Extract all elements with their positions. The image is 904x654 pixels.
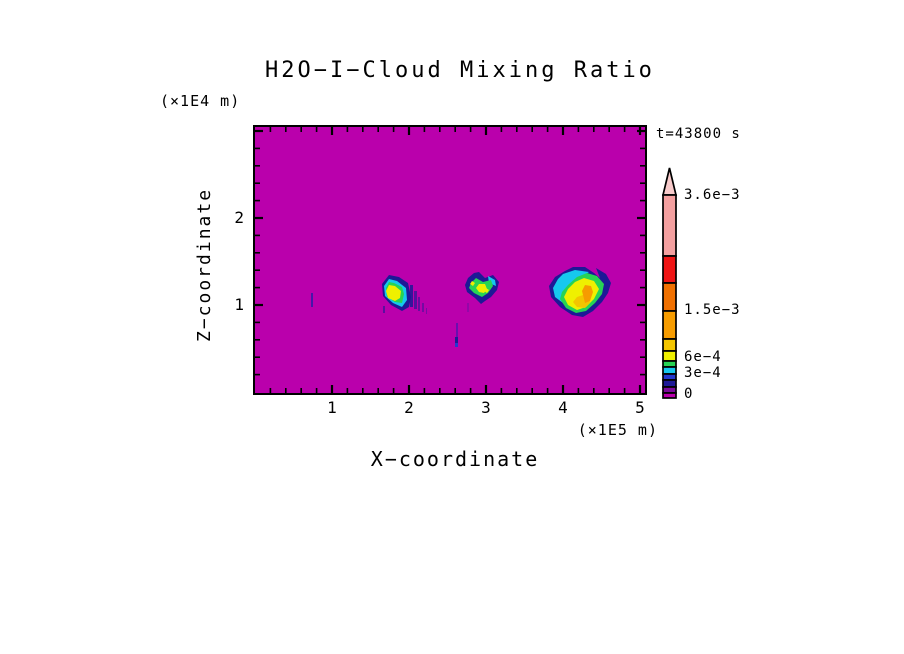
speckle-6 xyxy=(456,323,458,339)
z-tick-label-2: 2 xyxy=(234,208,244,227)
chart-title: H2O−I−Cloud Mixing Ratio xyxy=(265,58,655,83)
z-axis-unit-label: (×1E4 m) xyxy=(160,92,241,110)
colorbar-segment-yellow xyxy=(662,350,677,362)
speckle-0 xyxy=(410,285,413,307)
colorbar-label-4: 0 xyxy=(684,386,694,402)
speckle-5 xyxy=(383,306,385,313)
speckle-1 xyxy=(414,291,417,309)
colorbar-label-0: 3.6e−3 xyxy=(684,187,741,203)
z-tick-label-1: 1 xyxy=(234,295,244,314)
colorbar-segment-pink xyxy=(662,194,677,257)
speckle-7 xyxy=(455,337,458,345)
speckle-9 xyxy=(467,303,469,312)
colorbar-label-3: 3e−4 xyxy=(684,365,722,381)
colorbar-segment-navy xyxy=(662,379,677,388)
speckle-3 xyxy=(422,303,424,312)
speckle-10 xyxy=(311,293,313,307)
colorbar-segment-purple xyxy=(662,386,677,394)
x-tick-label-3: 3 xyxy=(481,398,491,417)
x-tick-label-4: 4 xyxy=(558,398,568,417)
x-axis-title: X−coordinate xyxy=(370,447,540,471)
z-axis-title: Z−coordinate xyxy=(194,187,215,343)
colorbar-segment-green xyxy=(662,360,677,368)
colorbar-segment-dark-orange xyxy=(662,282,677,312)
colorbar-segment-cyan xyxy=(662,366,677,375)
right-cloud-layer-5 xyxy=(582,285,593,303)
colorbar-segment-blue xyxy=(662,373,677,381)
x-axis-unit-label: (×1E5 m) xyxy=(577,421,658,439)
colorbar-label-1: 1.5e−3 xyxy=(684,302,741,318)
colorbar-overflow-arrow xyxy=(661,167,678,196)
middle-cloud-layer-4 xyxy=(470,281,475,286)
x-tick-label-5: 5 xyxy=(635,398,645,417)
colorbar xyxy=(661,167,678,399)
x-tick-label-1: 1 xyxy=(327,398,337,417)
speckle-2 xyxy=(418,297,420,311)
plot-area xyxy=(253,125,647,395)
x-tick-label-2: 2 xyxy=(404,398,414,417)
speckle-8 xyxy=(455,343,458,347)
left-cloud-layer-3 xyxy=(386,285,401,301)
middle-cloud-layer-1 xyxy=(488,276,496,286)
colorbar-segment-red xyxy=(662,255,677,284)
middle-cloud-layer-5 xyxy=(484,288,489,293)
colorbar-label-2: 6e−4 xyxy=(684,349,722,365)
colorbar-segment-orange xyxy=(662,310,677,340)
heatmap-field xyxy=(255,127,645,393)
colorbar-segment-gold xyxy=(662,338,677,352)
timestamp-label: t=43800 s xyxy=(656,126,741,142)
speckle-4 xyxy=(426,308,427,314)
colorbar-segment-magenta xyxy=(662,392,677,399)
